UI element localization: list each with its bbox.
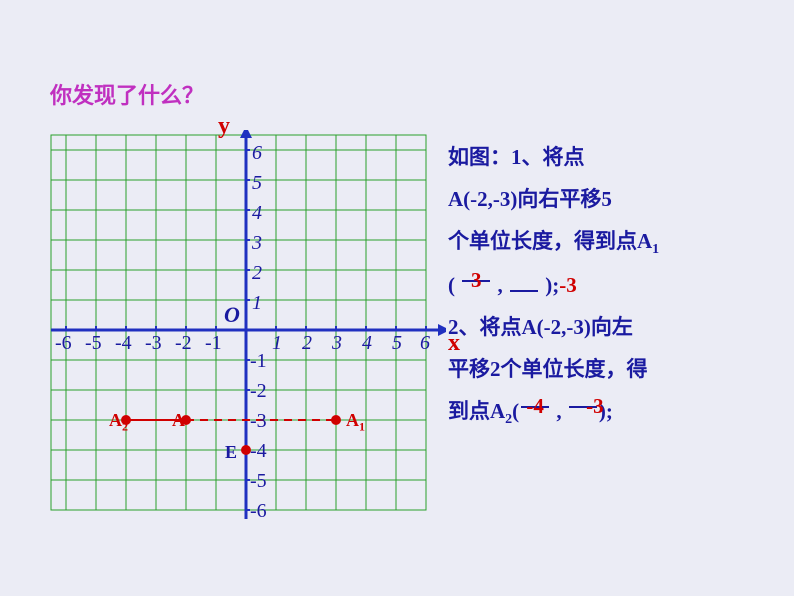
p-line-blank1: ( 3 , );-3	[448, 264, 778, 306]
xtick-n4: -4	[115, 332, 132, 355]
xtick-1: 1	[272, 332, 282, 355]
xtick-n3: -3	[145, 332, 162, 355]
xtick-n1: -1	[205, 332, 222, 355]
ytick-6: 6	[252, 142, 262, 165]
xtick-3: 3	[332, 332, 342, 355]
p-line4: 2、将点A(-2,-3)向左	[448, 306, 778, 348]
point-a-label: A	[172, 410, 185, 431]
point-a1-label: A1	[346, 410, 365, 435]
xtick-n2: -2	[175, 332, 192, 355]
ytick-n4: -4	[250, 440, 267, 463]
xtick-5: 5	[392, 332, 402, 355]
p-line3: 个单位长度，得到点A1	[448, 220, 778, 264]
ytick-n2: -2	[250, 380, 267, 403]
p-line1: 如图：1、将点	[448, 136, 778, 178]
p-line6: 到点A2(-4 , -3);	[448, 390, 778, 434]
xtick-2: 2	[302, 332, 312, 355]
ytick-3: 3	[252, 232, 262, 255]
ytick-n1: -1	[250, 350, 267, 373]
ytick-n3: -3	[250, 410, 267, 433]
ytick-5: 5	[252, 172, 262, 195]
ytick-2: 2	[252, 262, 262, 285]
ytick-n5: -5	[250, 470, 267, 493]
ytick-4: 4	[252, 202, 262, 225]
xtick-6: 6	[420, 332, 430, 355]
origin-label: O	[224, 302, 240, 328]
y-axis-label: y	[218, 113, 230, 140]
p-line2: A(-2,-3)向右平移5	[448, 178, 778, 220]
p-line5: 平移2个单位长度，得	[448, 348, 778, 390]
ytick-n6: -6	[250, 500, 267, 523]
ytick-1: 1	[252, 292, 262, 315]
point-e-label: E	[225, 442, 237, 463]
xtick-n6: -6	[55, 332, 72, 355]
xtick-n5: -5	[85, 332, 102, 355]
xtick-4: 4	[362, 332, 372, 355]
page-title: 你发现了什么？	[50, 78, 204, 110]
point-a2-label: A2	[109, 410, 128, 435]
problem-text: 如图：1、将点 A(-2,-3)向右平移5 个单位长度，得到点A1 ( 3 , …	[448, 136, 778, 434]
